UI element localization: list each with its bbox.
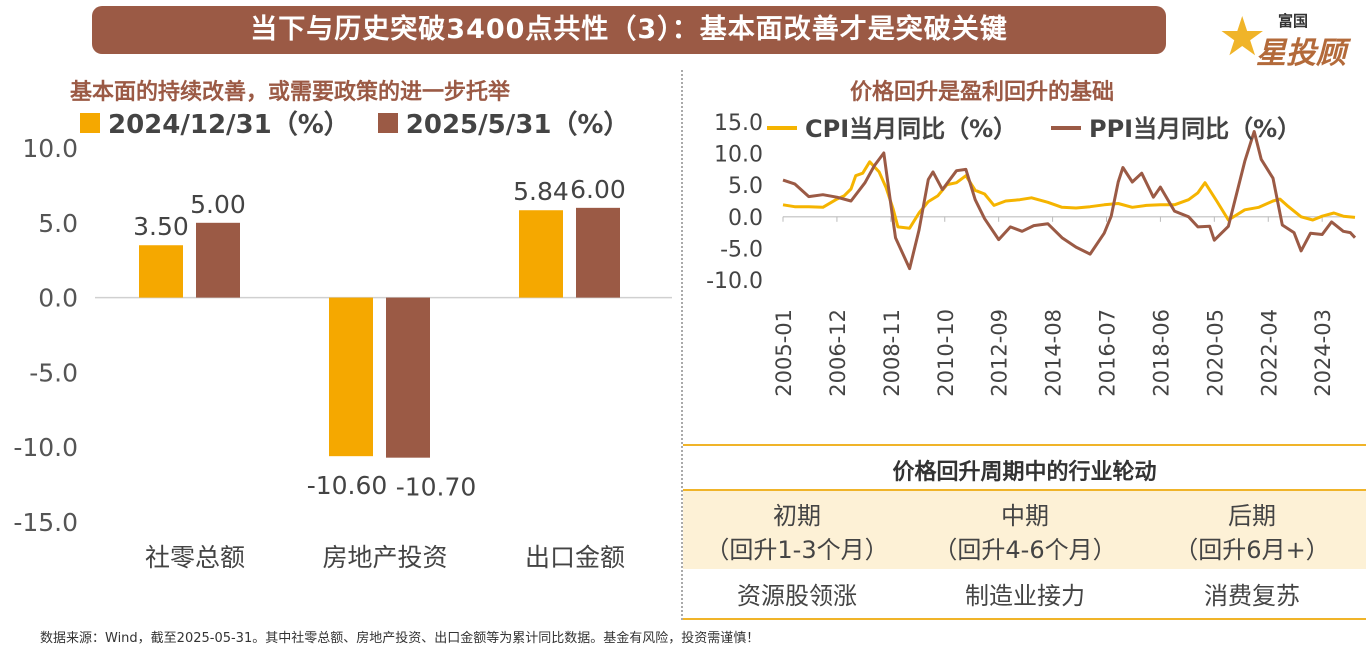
x-tick-label: 2020-05 — [1203, 309, 1227, 397]
phase-name-early: 初期 — [773, 502, 821, 530]
legend-label-2024: 2024/12/31（%） — [108, 110, 350, 140]
bar-1-1 — [386, 297, 430, 458]
x-category-label: 房地产投资 — [322, 543, 447, 572]
y-tick-label: 10.0 — [22, 134, 78, 163]
bar-1-0 — [329, 297, 373, 457]
x-tick-label: 2012-09 — [988, 309, 1012, 397]
phase-period-mid: （回升4-6个月） — [933, 536, 1117, 564]
y-tick-label: 15.0 — [714, 111, 763, 136]
brand-logo: ★ 富国 星投顾 — [1218, 4, 1358, 72]
table-title: 价格回升周期中的行业轮动 — [892, 460, 1157, 485]
x-tick-label: 2006-12 — [826, 309, 850, 397]
phase-industry-late: 消费复苏 — [1204, 582, 1300, 610]
y-tick-label: -10.0 — [706, 269, 763, 294]
phase-name-mid: 中期 — [1001, 502, 1049, 530]
y-tick-label: 0.0 — [728, 206, 763, 231]
banner-title: 当下与历史突破3400点共性（3）：基本面改善才是突破关键 — [92, 6, 1166, 54]
left-legend: 2024/12/31（%） 2025/5/31（%） — [80, 104, 629, 141]
logo-small-text: 富国 — [1278, 12, 1309, 30]
bar-value-label: 5.00 — [190, 190, 246, 219]
phase-period-late: （回升6月+） — [1174, 536, 1330, 564]
x-tick-label: 2016-07 — [1096, 309, 1120, 397]
bar-0-1 — [196, 222, 240, 298]
legend-label-0: CPI当月同比（%） — [805, 115, 1017, 143]
logo-big-text: 星投顾 — [1256, 36, 1346, 71]
x-tick-label: 2010-10 — [934, 309, 958, 397]
rotation-table: 价格回升周期中的行业轮动 初期 中期 后期 （回升1-3个月） （回升4-6个月… — [683, 444, 1366, 620]
legend-swatch-2025 — [377, 112, 398, 133]
legend-label-1: PPI当月同比（%） — [1089, 115, 1301, 143]
right-subtitle: 价格回升是盈利回升的基础 — [850, 80, 1115, 105]
panel-divider — [681, 70, 683, 620]
legend-label-2025: 2025/5/31（%） — [405, 110, 630, 140]
bar-value-label: -10.60 — [307, 471, 388, 500]
bar-chart: 10.0 5.0 0.0 -5.0 -10.0 -15.0 3.505.00 社零总额 -10.… — [13, 134, 672, 572]
phase-name-late: 后期 — [1228, 502, 1276, 530]
y-tick-label: -5.0 — [720, 237, 763, 262]
x-category-label: 出口金额 — [525, 543, 625, 572]
series-line-0 — [782, 160, 1356, 230]
x-tick-label: 2005-01 — [772, 309, 796, 397]
bar-value-label: 3.50 — [133, 212, 189, 241]
phase-industry-mid: 制造业接力 — [965, 582, 1085, 610]
bar-2-0 — [519, 210, 563, 298]
source-note: 数据来源：Wind，截至2025-05-31。其中社零总额、房地产投资、出口金额… — [40, 631, 760, 646]
bar-2-1 — [576, 207, 620, 298]
legend-swatch-2024 — [80, 112, 100, 133]
y-tick-label: -15.0 — [13, 508, 78, 537]
left-subtitle: 基本面的持续改善，或需要政策的进一步托举 — [70, 80, 511, 105]
bar-0-0 — [139, 245, 183, 298]
x-tick-label: 2022-04 — [1257, 309, 1281, 397]
table-header-band — [683, 491, 1366, 569]
y-tick-label: 10.0 — [714, 143, 763, 168]
y-tick-label: -5.0 — [29, 358, 78, 387]
x-tick-label: 2008-11 — [880, 309, 904, 397]
x-category-label: 社零总额 — [145, 543, 245, 572]
x-tick-label: 2014-08 — [1042, 309, 1066, 397]
x-tick-label: 2018-06 — [1149, 309, 1173, 397]
table-bottom-rule — [683, 618, 1366, 620]
y-tick-label: 5.0 — [728, 174, 763, 199]
phase-period-early: （回升1-3个月） — [705, 536, 889, 564]
phase-industry-early: 资源股领涨 — [737, 582, 857, 610]
y-tick-label: 0.0 — [38, 284, 78, 313]
star-icon: ★ — [1218, 5, 1267, 68]
bar-value-label: 5.84 — [513, 177, 569, 206]
y-tick-label: 5.0 — [38, 209, 78, 238]
bar-value-label: -10.70 — [396, 473, 477, 502]
table-mid-rule — [683, 489, 1366, 491]
bar-value-label: 6.00 — [570, 175, 626, 204]
y-tick-label: -10.0 — [13, 433, 78, 462]
line-chart: 15.0 10.0 5.0 0.0 -5.0 -10.0 2005-01 2006-12 200… — [706, 111, 1357, 397]
x-tick-label: 2024-03 — [1311, 309, 1335, 397]
table-top-rule — [683, 444, 1366, 446]
series-line-1 — [782, 130, 1357, 271]
